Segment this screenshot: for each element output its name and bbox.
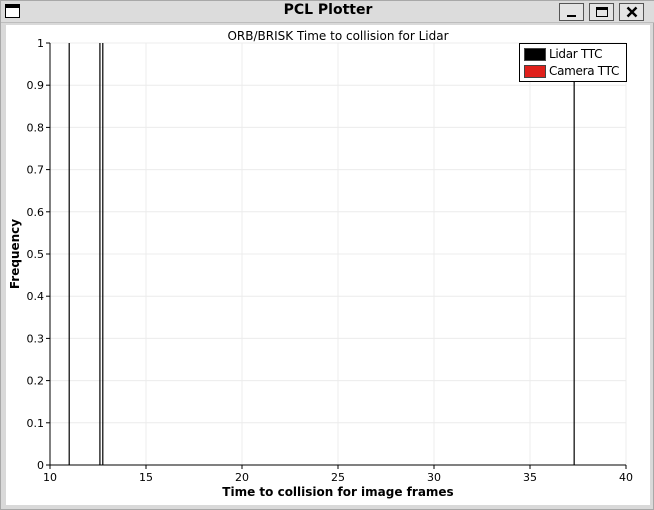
y-tick-label: 0.5 [27, 248, 45, 261]
maximize-icon [595, 7, 608, 17]
close-icon [626, 6, 637, 18]
legend-swatch-lidar [524, 47, 546, 61]
window-title: PCL Plotter [283, 2, 373, 18]
minimize-icon [567, 15, 576, 17]
x-tick-label: 25 [331, 471, 345, 484]
y-tick-label: 0.6 [27, 206, 45, 219]
legend-item-camera: Camera TTC [524, 64, 619, 78]
chart-title: ORB/BRISK Time to collision for Lidar [227, 29, 448, 43]
y-tick-label: 1 [37, 37, 44, 50]
x-tick-label: 15 [139, 471, 153, 484]
legend-label-lidar: Lidar TTC [549, 47, 603, 61]
y-tick-label: 0 [37, 459, 44, 472]
x-tick-label: 10 [43, 471, 57, 484]
y-tick-label: 0.3 [27, 332, 45, 345]
x-tick-label: 20 [235, 471, 249, 484]
y-axis-label: Frequency [8, 219, 22, 289]
maximize-button[interactable] [589, 3, 614, 21]
title-bar[interactable]: PCL Plotter [1, 1, 654, 23]
chart: 0 0.1 0.2 0.3 0.4 0.5 0.6 0.7 0.8 0.9 1 10 15 20 25 30 3… [8, 29, 633, 499]
y-tick-label: 0.9 [27, 79, 45, 92]
x-tick-label: 35 [523, 471, 537, 484]
close-button[interactable] [619, 3, 644, 21]
legend-label-camera: Camera TTC [549, 64, 620, 78]
minimize-button[interactable] [559, 3, 584, 21]
y-tick-label: 0.4 [27, 290, 45, 303]
y-tick-label: 0.8 [27, 121, 45, 134]
legend-swatch-camera [524, 64, 546, 78]
y-tick-label: 0.2 [27, 375, 45, 388]
x-tick-label: 30 [427, 471, 441, 484]
legend-item-lidar: Lidar TTC [524, 47, 602, 61]
plot-area: 0 0.1 0.2 0.3 0.4 0.5 0.6 0.7 0.8 0.9 1 10 15 20 25 30 3… [6, 25, 650, 505]
x-tick-label: 40 [619, 471, 633, 484]
window-icon[interactable] [5, 4, 20, 18]
y-tick-label: 0.7 [27, 164, 45, 177]
y-tick-label: 0.1 [27, 417, 45, 430]
legend: Lidar TTC Camera TTC [519, 43, 627, 82]
x-axis-label: Time to collision for image frames [222, 485, 453, 499]
